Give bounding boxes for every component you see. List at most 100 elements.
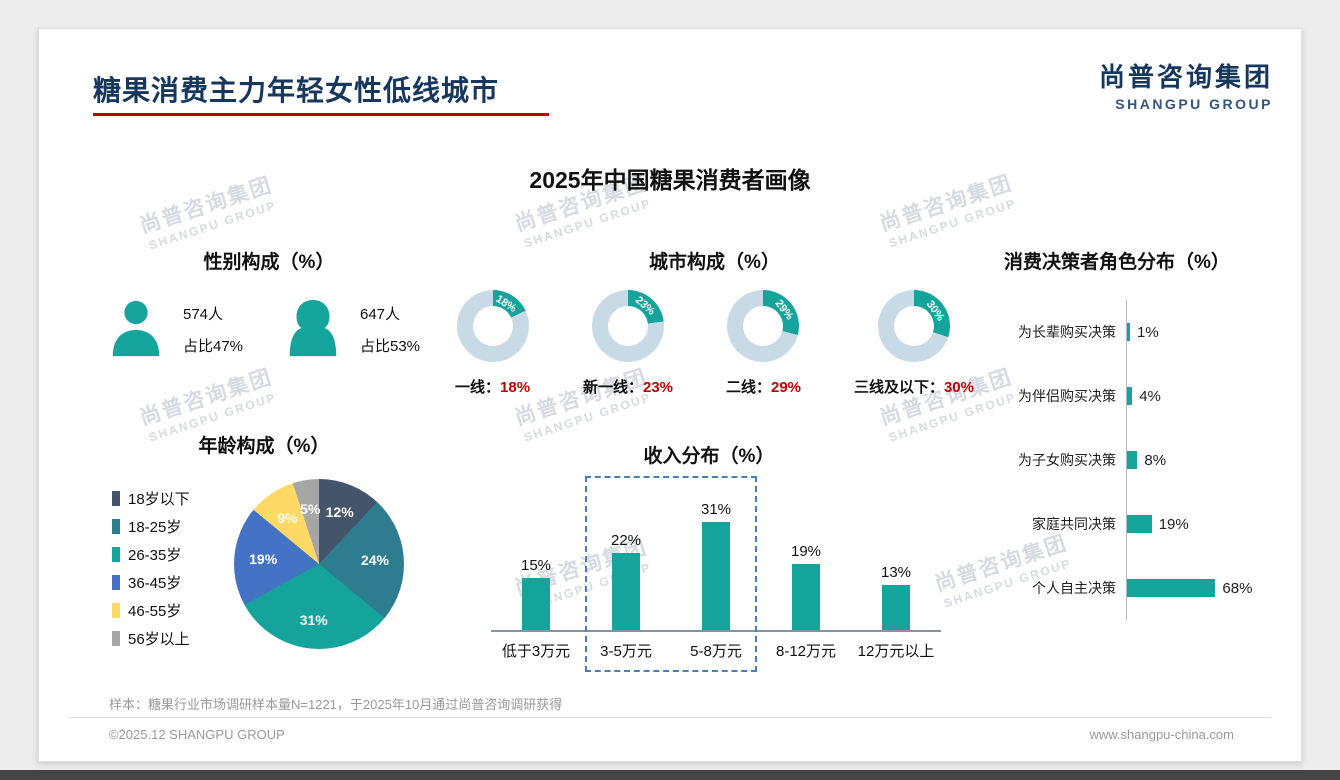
decision-rows: 为长辈购买决策 1% 为伴侣购买决策 4% 为子女购买决策 8% 家庭共同决策 19% 个人自主… [1004, 300, 1299, 620]
income-value-label: 15% [520, 556, 552, 574]
legend-marker [112, 547, 120, 562]
legend-label: 56岁以上 [128, 631, 190, 648]
age-title: 年龄构成（%） [198, 436, 330, 457]
decision-row: 个人自主决策 68% [1004, 556, 1299, 620]
pie-value-label: 9% [277, 509, 298, 526]
female-stat: 647人 占比53% [282, 298, 459, 360]
income-highlight-box [585, 476, 757, 672]
decision-value: 19% [1158, 515, 1189, 533]
city-donut: 23% 新一线：23% [583, 290, 673, 397]
legend-marker [112, 631, 120, 646]
income-section: 收入分布（%） 15% 22% 31% 19% 13% 低于3万元 3-5万元 5-8万元 8… [469, 441, 949, 672]
income-category-label: 12万元以上 [857, 643, 935, 660]
decision-bar-track: 68% [1126, 556, 1299, 620]
donut-caption-label: 一线： [455, 379, 501, 396]
donut-caption: 三线及以下：30% [854, 376, 974, 397]
male-count: 574人 [183, 305, 224, 323]
donut-chart: 23% [592, 290, 664, 362]
income-column: 15% [491, 556, 581, 630]
logo: 尚普咨询集团 SHANGPU GROUP [1099, 57, 1273, 112]
income-value-label: 22% [610, 532, 642, 549]
decision-bar [1127, 323, 1130, 341]
legend-marker [112, 603, 120, 618]
pie-value-label: 19% [249, 550, 278, 567]
donut-caption-label: 三线及以下： [853, 379, 944, 396]
income-column: 19% [761, 542, 851, 630]
income-column: 22% [581, 532, 671, 630]
income-category-label: 3-5万元 [600, 643, 652, 660]
decision-bar [1127, 387, 1133, 405]
female-count: 647人 [360, 305, 401, 323]
city-donut-row: 18% 一线：18% 23% 新一线：23% 29% 二线：29% 30% 三线及以下：30% [447, 290, 982, 397]
male-share: 占比47% [183, 337, 244, 355]
income-bars: 15% 22% 31% 19% 13% [491, 482, 941, 632]
legend-item: 56岁以上 [112, 629, 190, 648]
donut-chart: 18% [456, 290, 529, 362]
copyright-text: ©2025.12 SHANGPU GROUP [109, 727, 285, 742]
decision-row: 为子女购买决策 8% [1004, 428, 1299, 492]
donut-hole [743, 306, 784, 346]
decision-label: 个人自主决策 [1032, 580, 1116, 596]
legend-item: 46-55岁 [112, 601, 190, 620]
decision-row: 为长辈购买决策 1% [1004, 300, 1299, 364]
income-bar [522, 577, 550, 630]
donut-hole [472, 306, 513, 346]
income-bar [792, 563, 820, 630]
income-bar [702, 521, 730, 630]
city-section: 城市构成（%） 18% 一线：18% 23% 新一线：23% 29% 二线：29% 30% 三… [447, 247, 982, 397]
city-donut: 30% 三线及以下：30% [854, 290, 974, 397]
website-link[interactable]: www.shangpu-china.com [1089, 727, 1234, 742]
decision-section: 消费决策者角色分布（%） 为长辈购买决策 1% 为伴侣购买决策 4% 为子女购买决策 8%… [1004, 247, 1299, 620]
decision-value: 8% [1144, 451, 1167, 469]
donut-chart: 30% [877, 290, 950, 362]
income-category-label: 8-12万元 [775, 643, 837, 660]
decision-row: 为伴侣购买决策 4% [1004, 364, 1299, 428]
income-value-label: 31% [700, 500, 732, 518]
age-pie: 12% 24% 31% 19% 9% 5% [234, 479, 404, 649]
slide-card: 尚普咨询集团 SHANGPU GROUP 尚普咨询集团 SHANGPU GROUP 尚普… [38, 28, 1302, 762]
decision-label: 为伴侣购买决策 [1018, 388, 1116, 404]
city-donut: 29% 二线：29% [726, 290, 801, 397]
male-icon [112, 300, 160, 357]
income-value-label: 19% [790, 542, 822, 560]
logo-text-cn: 尚普咨询集团 [1098, 62, 1273, 92]
decision-bar-track: 4% [1126, 364, 1299, 428]
footer-divider [69, 717, 1271, 718]
decision-bar [1127, 451, 1138, 469]
legend-label: 46-55岁 [128, 603, 182, 620]
decision-title: 消费决策者角色分布（%） [1004, 252, 1230, 273]
donut-caption-value: 30% [943, 379, 974, 396]
title-underline [93, 113, 549, 116]
donut-caption-label: 新一线： [582, 379, 643, 396]
donut-hole [893, 306, 934, 346]
donut-caption-label: 二线： [725, 379, 771, 396]
income-category-label: 5-8万元 [690, 643, 742, 660]
income-value-label: 13% [880, 563, 912, 581]
donut-caption: 一线：18% [455, 376, 530, 397]
decision-bar-track: 8% [1126, 428, 1299, 492]
legend-marker [112, 575, 120, 590]
pie-value-label: 5% [300, 500, 321, 517]
donut-caption-value: 18% [500, 379, 531, 396]
income-column: 31% [671, 500, 761, 630]
female-share: 占比53% [360, 337, 421, 355]
pie-value-label: 31% [299, 611, 328, 628]
legend-item: 18岁以下 [112, 489, 190, 508]
income-bar [612, 553, 640, 630]
decision-label: 为长辈购买决策 [1018, 324, 1116, 340]
legend-marker [112, 519, 120, 534]
decision-bar-track: 19% [1126, 492, 1299, 556]
gender-row: 574人 占比47% 647人 占比53% [79, 298, 459, 360]
donut-chart: 29% [727, 290, 800, 362]
sample-note: 样本：糖果行业市场调研样本量N=1221，于2025年10月通过尚普咨询调研获得 [109, 697, 563, 712]
footer-row: ©2025.12 SHANGPU GROUP www.shangpu-china… [109, 727, 1234, 742]
age-legend: 18岁以下 18-25岁 26-35岁 36-45岁 46-55岁 56岁以上 [112, 489, 190, 648]
decision-bar-track: 1% [1126, 300, 1299, 364]
legend-item: 36-45岁 [112, 573, 190, 592]
gender-title: 性别构成（%） [203, 252, 335, 273]
legend-marker [112, 491, 120, 506]
legend-item: 26-35岁 [112, 545, 190, 564]
decision-label: 家庭共同决策 [1032, 516, 1116, 532]
income-chart: 15% 22% 31% 19% 13% 低于3万元 3-5万元 5-8万元 8-12万元 12万… [491, 476, 941, 672]
female-icon [289, 299, 337, 357]
